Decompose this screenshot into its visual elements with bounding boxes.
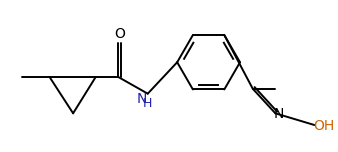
Text: OH: OH	[313, 119, 334, 133]
Text: N: N	[137, 92, 147, 106]
Text: O: O	[114, 27, 125, 41]
Text: N: N	[274, 107, 285, 121]
Text: H: H	[143, 97, 152, 110]
